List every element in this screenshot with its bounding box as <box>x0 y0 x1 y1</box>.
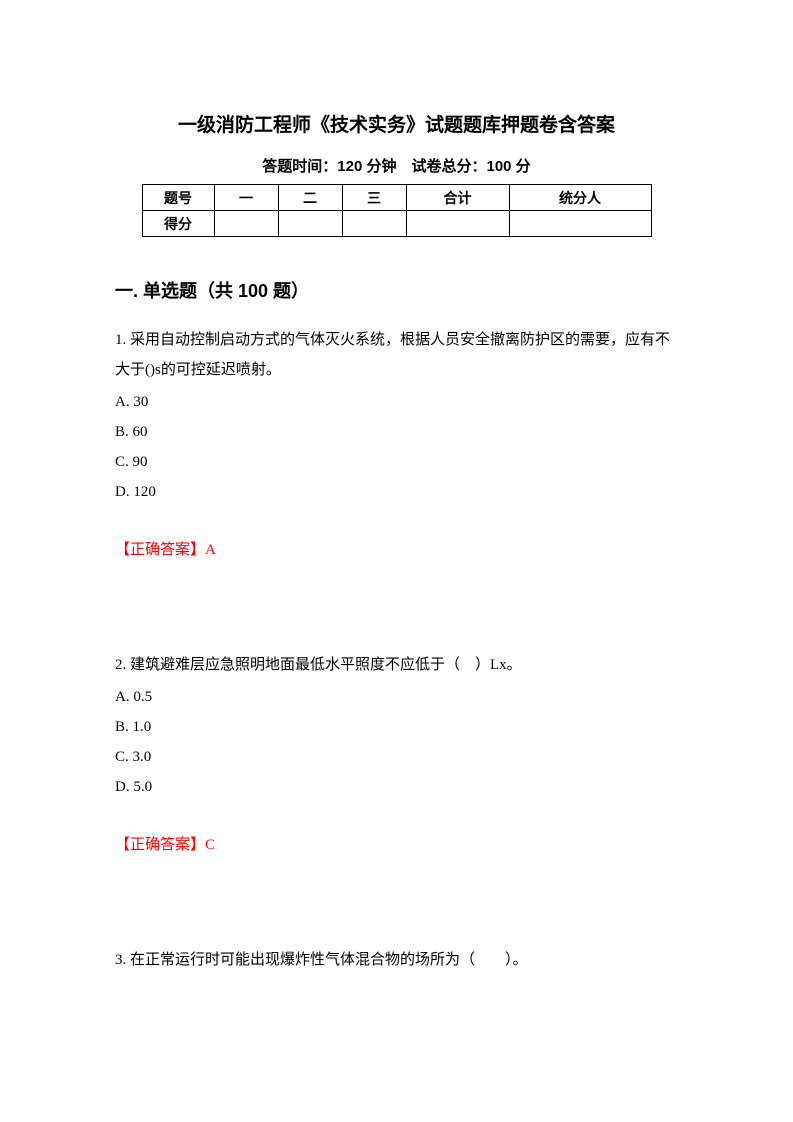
option-a: A. 0.5 <box>115 682 678 712</box>
table-cell: 一 <box>214 185 278 211</box>
question-text: 3. 在正常运行时可能出现爆炸性气体混合物的场所为（ ）。 <box>115 945 678 975</box>
answer: 【正确答案】A <box>115 535 678 565</box>
option-a: A. 30 <box>115 387 678 417</box>
table-cell: 题号 <box>142 185 214 211</box>
option-d: D. 120 <box>115 477 678 507</box>
question-text: 2. 建筑避难层应急照明地面最低水平照度不应低于（ ）Lx。 <box>115 650 678 680</box>
document-subtitle: 答题时间：120 分钟 试卷总分：100 分 <box>115 155 678 176</box>
question-block: 3. 在正常运行时可能出现爆炸性气体混合物的场所为（ ）。 <box>115 945 678 975</box>
score-table: 题号 一 二 三 合计 统分人 得分 <box>142 184 652 237</box>
option-b: B. 1.0 <box>115 712 678 742</box>
table-cell <box>214 211 278 237</box>
option-c: C. 3.0 <box>115 742 678 772</box>
section-heading: 一. 单选题（共 100 题） <box>115 277 678 303</box>
table-cell: 合计 <box>406 185 509 211</box>
answer-label: 【正确答案】 <box>115 542 205 558</box>
question-block: 2. 建筑避难层应急照明地面最低水平照度不应低于（ ）Lx。 A. 0.5 B.… <box>115 650 678 860</box>
answer-label: 【正确答案】 <box>115 837 205 853</box>
question-block: 1. 采用自动控制启动方式的气体灭火系统，根据人员安全撤离防护区的需要，应有不大… <box>115 325 678 565</box>
table-row: 得分 <box>142 211 651 237</box>
answer: 【正确答案】C <box>115 830 678 860</box>
table-cell <box>342 211 406 237</box>
table-cell: 得分 <box>142 211 214 237</box>
table-cell: 统分人 <box>509 185 651 211</box>
table-cell: 二 <box>278 185 342 211</box>
answer-value: C <box>205 837 215 853</box>
table-cell <box>509 211 651 237</box>
option-c: C. 90 <box>115 447 678 477</box>
answer-value: A <box>205 542 216 558</box>
table-cell <box>406 211 509 237</box>
option-b: B. 60 <box>115 417 678 447</box>
document-title: 一级消防工程师《技术实务》试题题库押题卷含答案 <box>115 110 678 137</box>
option-d: D. 5.0 <box>115 772 678 802</box>
table-cell <box>278 211 342 237</box>
table-cell: 三 <box>342 185 406 211</box>
table-row: 题号 一 二 三 合计 统分人 <box>142 185 651 211</box>
question-text: 1. 采用自动控制启动方式的气体灭火系统，根据人员安全撤离防护区的需要，应有不大… <box>115 325 678 385</box>
